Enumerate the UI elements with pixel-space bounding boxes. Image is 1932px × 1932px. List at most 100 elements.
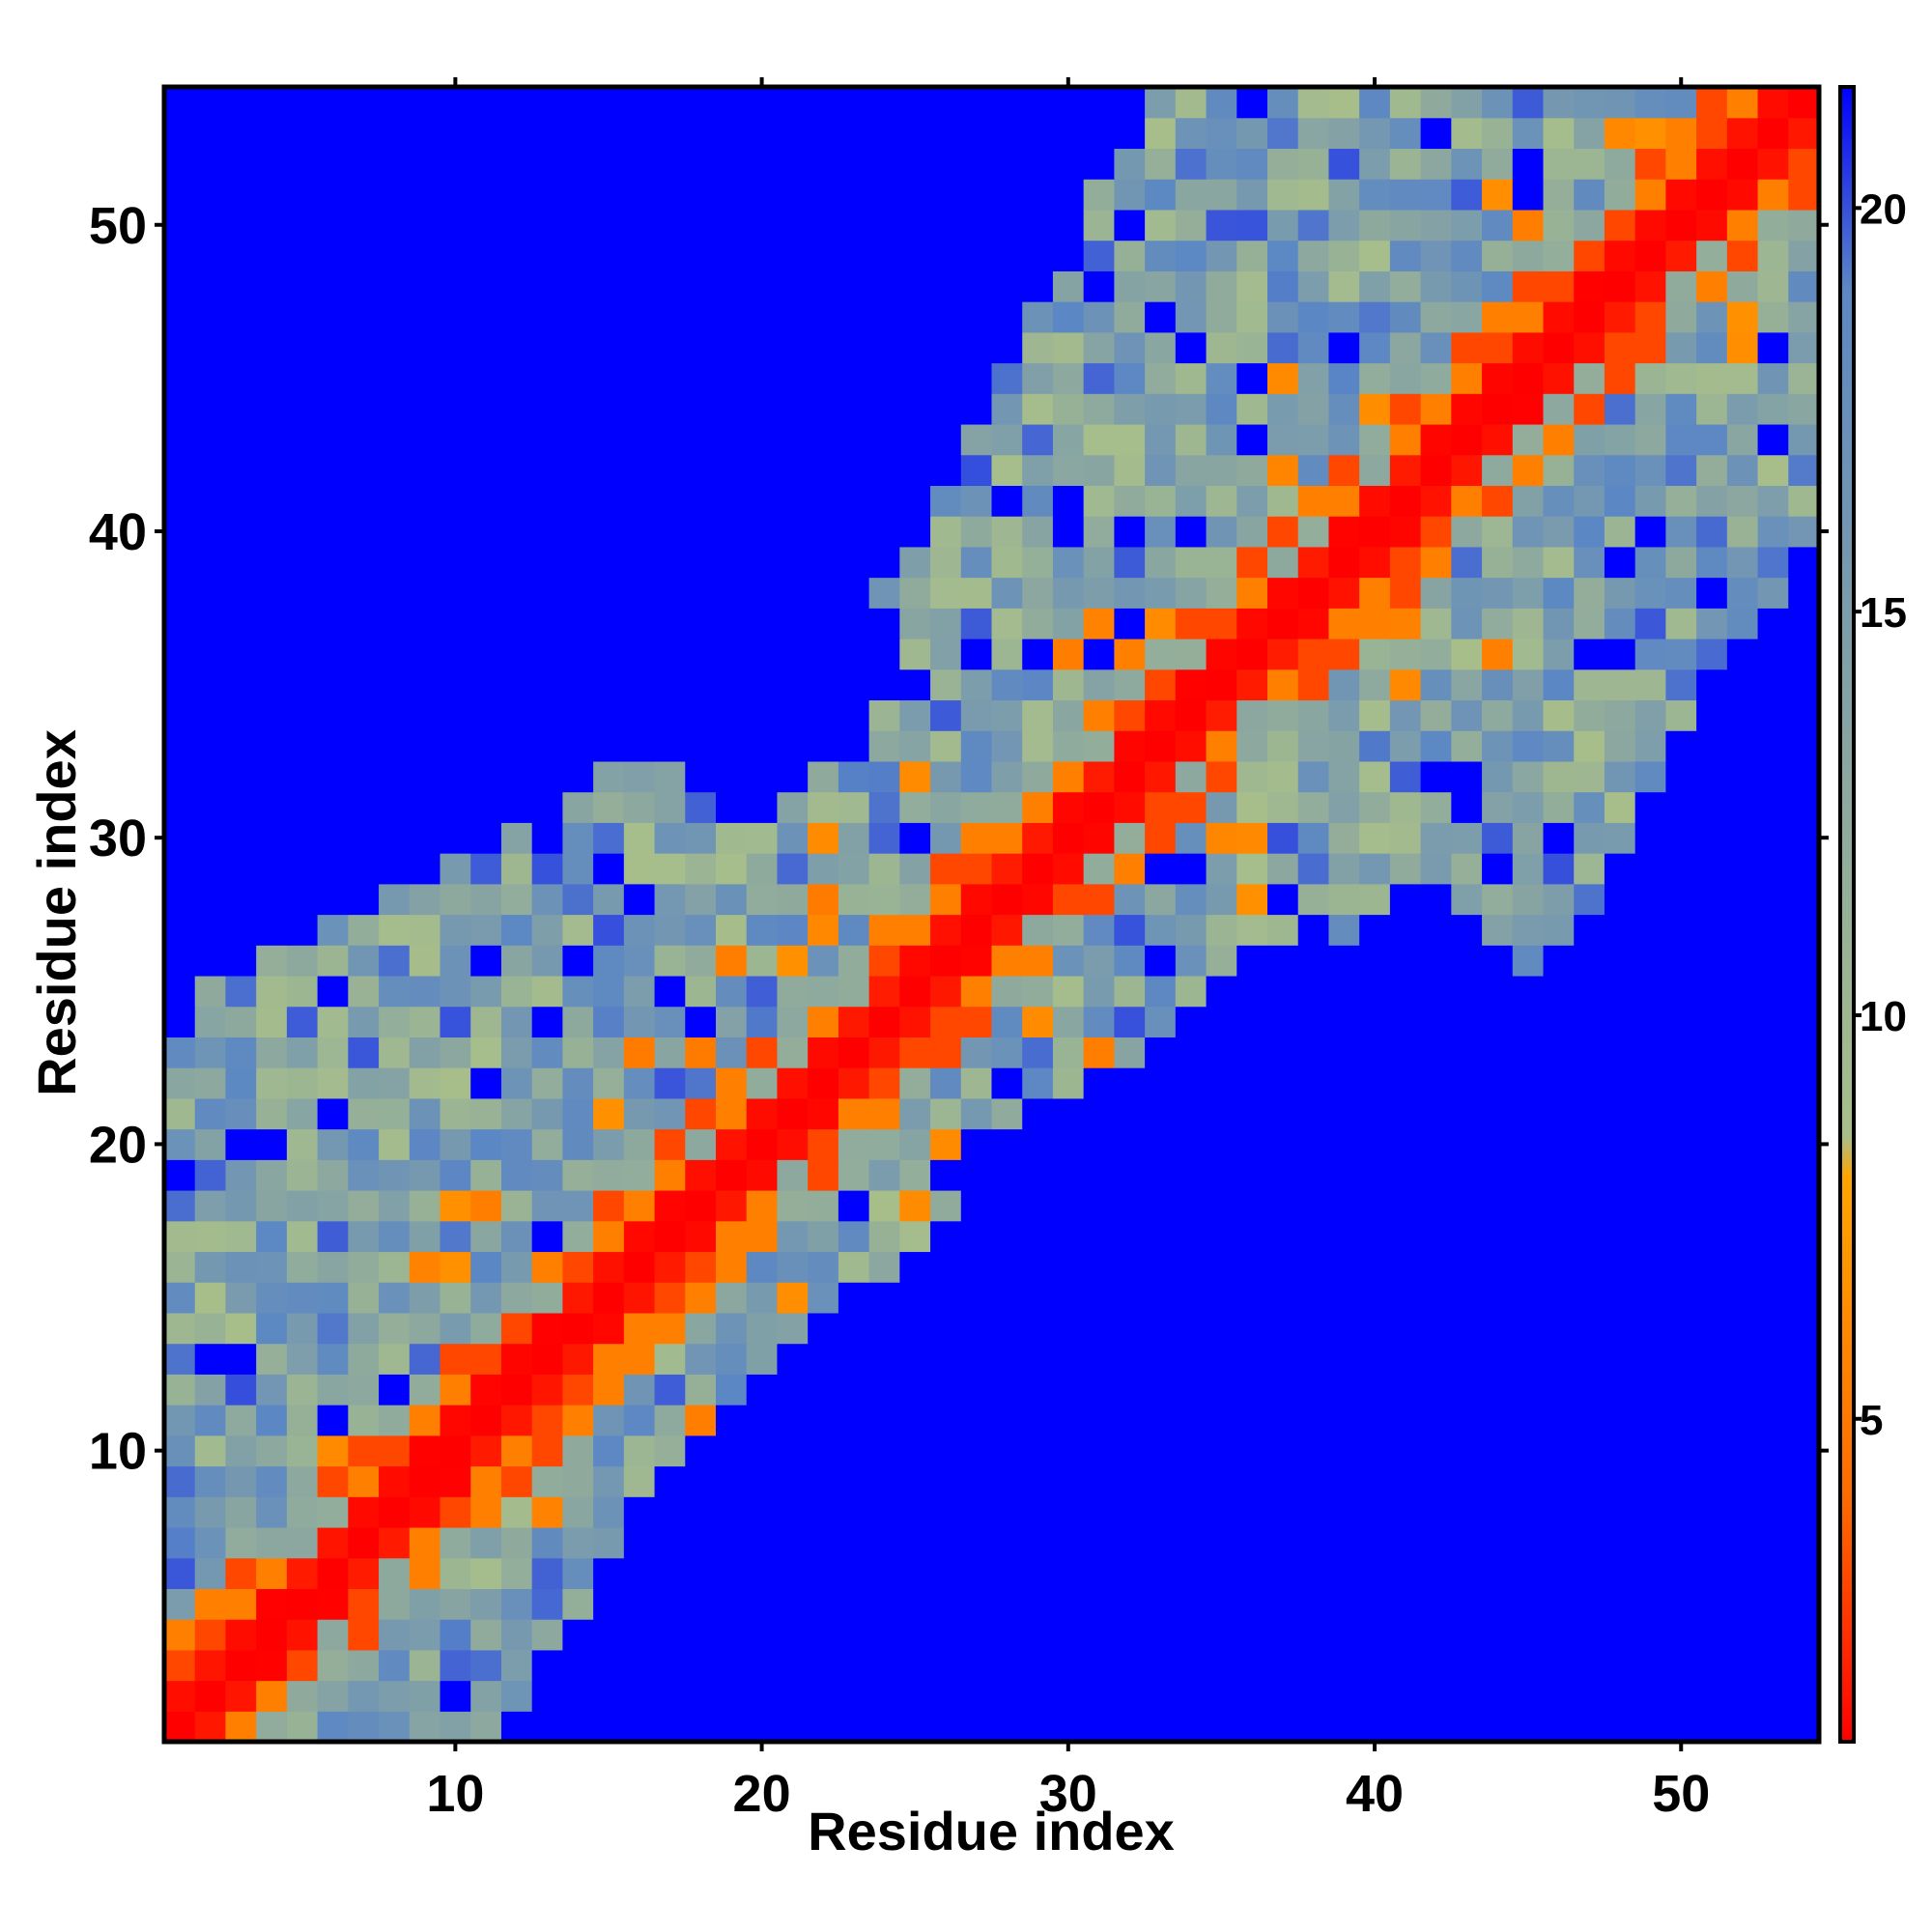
heatmap-cell — [256, 1711, 288, 1743]
y-tick-label: 30 — [89, 810, 147, 867]
heatmap-cell — [317, 883, 349, 916]
heatmap-cell — [777, 117, 809, 150]
heatmap-cell — [808, 1588, 839, 1620]
heatmap-cell — [1359, 1435, 1391, 1467]
heatmap-cell — [685, 1282, 717, 1314]
heatmap-cell — [777, 1097, 809, 1130]
heatmap-cell — [1022, 975, 1054, 1008]
heatmap-cell — [1236, 608, 1268, 639]
heatmap-cell — [1574, 1557, 1605, 1589]
heatmap-cell — [716, 516, 748, 548]
heatmap-cell — [1634, 1251, 1666, 1283]
heatmap-cell — [562, 1711, 594, 1743]
heatmap-cell — [1665, 1190, 1697, 1222]
heatmap-cell — [1083, 209, 1115, 242]
heatmap-cell — [1451, 1374, 1483, 1406]
heatmap-cell — [1052, 516, 1085, 548]
heatmap-cell — [1665, 1619, 1697, 1651]
heatmap-cell — [1604, 945, 1636, 977]
heatmap-cell — [409, 1006, 441, 1037]
heatmap-cell — [1328, 1680, 1360, 1712]
heatmap-cell — [991, 1312, 1023, 1345]
heatmap-cell — [1052, 1374, 1085, 1406]
heatmap-cell — [1052, 148, 1085, 180]
heatmap-cell — [991, 546, 1023, 579]
heatmap-cell — [1083, 608, 1115, 639]
heatmap-cell — [685, 454, 717, 486]
heatmap-cell — [808, 853, 839, 885]
heatmap-cell — [623, 362, 656, 394]
heatmap-cell — [1359, 883, 1391, 916]
heatmap-cell — [868, 1190, 900, 1222]
heatmap-cell — [1757, 454, 1789, 486]
heatmap-cell — [808, 945, 839, 977]
heatmap-cell — [1145, 699, 1177, 731]
heatmap-cell — [1359, 945, 1391, 977]
heatmap-cell — [868, 975, 900, 1008]
heatmap-cell — [470, 730, 502, 762]
heatmap-cell — [1512, 1680, 1545, 1712]
heatmap-cell — [930, 117, 962, 150]
heatmap-cell — [1052, 423, 1085, 456]
heatmap-cell — [1482, 1220, 1514, 1253]
heatmap-cell — [1083, 1128, 1115, 1160]
heatmap-cell — [1420, 485, 1452, 517]
heatmap-cell — [470, 639, 502, 670]
heatmap-cell — [317, 393, 349, 425]
heatmap-cell — [286, 577, 319, 609]
heatmap-cell — [225, 760, 257, 793]
heatmap-cell — [1145, 423, 1177, 456]
heatmap-cell — [194, 1680, 227, 1712]
heatmap-cell — [1022, 1282, 1054, 1314]
heatmap-cell — [225, 240, 257, 271]
heatmap-cell — [317, 117, 349, 150]
heatmap-cell — [1451, 945, 1483, 977]
heatmap-cell — [1512, 1282, 1545, 1314]
heatmap-cell — [1420, 1526, 1452, 1559]
heatmap-cell — [1114, 148, 1146, 180]
heatmap-cell — [1083, 301, 1115, 333]
heatmap-cell — [1665, 883, 1697, 916]
heatmap-cell — [1482, 331, 1514, 364]
heatmap-cell — [868, 608, 900, 639]
heatmap-cell — [1420, 1588, 1452, 1620]
heatmap-cell — [685, 1037, 717, 1068]
heatmap-cell — [440, 1711, 471, 1743]
heatmap-cell — [1359, 362, 1391, 394]
heatmap-cell — [194, 1405, 227, 1436]
heatmap-cell — [470, 1343, 502, 1375]
heatmap-cell — [1236, 760, 1268, 793]
heatmap-cell — [1267, 1282, 1299, 1314]
heatmap-cell — [746, 1465, 779, 1497]
heatmap-cell — [1083, 1067, 1115, 1099]
heatmap-cell — [1145, 608, 1177, 639]
heatmap-cell — [1114, 760, 1146, 793]
heatmap-cell — [164, 546, 196, 579]
heatmap-cell — [286, 822, 319, 854]
heatmap-cell — [716, 668, 748, 701]
heatmap-cell — [716, 608, 748, 639]
heatmap-cell — [194, 760, 227, 793]
heatmap-cell — [899, 1557, 931, 1589]
heatmap-cell — [808, 546, 839, 579]
heatmap-cell — [500, 699, 533, 731]
heatmap-cell — [1482, 1526, 1514, 1559]
heatmap-cell — [1083, 1649, 1115, 1682]
heatmap-cell — [1114, 1588, 1146, 1620]
heatmap-cell — [1665, 485, 1697, 517]
heatmap-cell — [286, 1097, 319, 1130]
heatmap-cell — [1236, 1067, 1268, 1099]
heatmap-cell — [1788, 87, 1820, 119]
heatmap-cell — [440, 117, 471, 150]
heatmap-cell — [1114, 516, 1146, 548]
heatmap-cell — [960, 1711, 993, 1743]
heatmap-cell — [868, 1435, 900, 1467]
heatmap-cell — [379, 148, 411, 180]
heatmap-cell — [1574, 1282, 1605, 1314]
heatmap-cell — [286, 853, 319, 885]
heatmap-cell — [654, 1526, 686, 1559]
heatmap-cell — [808, 1405, 839, 1436]
heatmap-cell — [685, 1006, 717, 1037]
heatmap-cell — [1389, 730, 1422, 762]
heatmap-cell — [1267, 1557, 1299, 1589]
